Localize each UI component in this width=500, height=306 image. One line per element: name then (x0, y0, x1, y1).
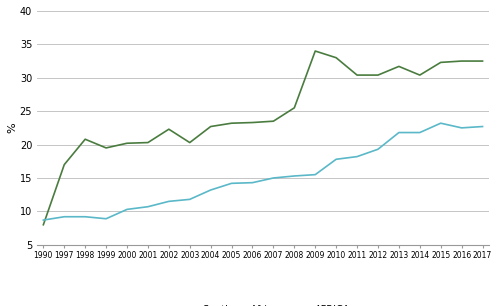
AFRICA (145, 205, 151, 209)
Y-axis label: %: % (7, 123, 17, 133)
Southern Africa (480, 59, 486, 63)
Southern Africa (333, 56, 339, 60)
AFRICA (312, 173, 318, 177)
Southern Africa (103, 146, 109, 150)
AFRICA (417, 131, 423, 134)
Southern Africa (312, 49, 318, 53)
Line: Southern Africa: Southern Africa (44, 51, 482, 225)
Southern Africa (208, 125, 214, 129)
AFRICA (292, 174, 298, 178)
Southern Africa (62, 163, 68, 166)
Southern Africa (40, 223, 46, 226)
Legend: Southern Africa, AFRICA: Southern Africa, AFRICA (172, 301, 354, 306)
AFRICA (228, 181, 234, 185)
Southern Africa (270, 119, 276, 123)
AFRICA (208, 188, 214, 192)
Southern Africa (228, 121, 234, 125)
AFRICA (333, 158, 339, 161)
AFRICA (438, 121, 444, 125)
Line: AFRICA: AFRICA (44, 123, 482, 220)
AFRICA (166, 200, 172, 203)
AFRICA (480, 125, 486, 129)
AFRICA (82, 215, 88, 218)
Southern Africa (354, 73, 360, 77)
Southern Africa (82, 137, 88, 141)
AFRICA (458, 126, 464, 130)
AFRICA (62, 215, 68, 218)
AFRICA (396, 131, 402, 134)
AFRICA (103, 217, 109, 221)
Southern Africa (458, 59, 464, 63)
AFRICA (124, 207, 130, 211)
AFRICA (354, 155, 360, 159)
Southern Africa (396, 65, 402, 68)
AFRICA (40, 218, 46, 222)
Southern Africa (438, 61, 444, 64)
Southern Africa (166, 127, 172, 131)
Southern Africa (187, 141, 193, 144)
Southern Africa (250, 121, 256, 124)
AFRICA (187, 198, 193, 201)
AFRICA (250, 181, 256, 185)
Southern Africa (417, 73, 423, 77)
Southern Africa (145, 141, 151, 144)
Southern Africa (375, 73, 381, 77)
Southern Africa (124, 141, 130, 145)
AFRICA (375, 147, 381, 151)
Southern Africa (292, 106, 298, 110)
AFRICA (270, 176, 276, 180)
